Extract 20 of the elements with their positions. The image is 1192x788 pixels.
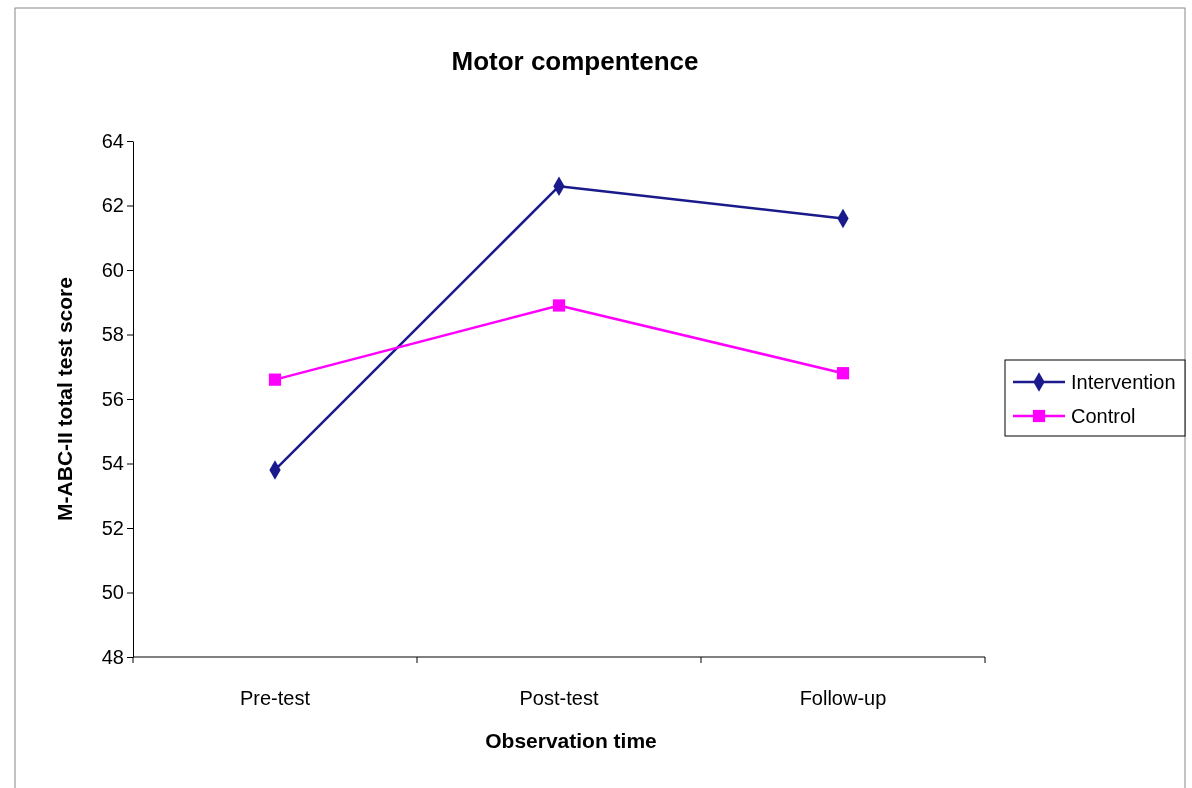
y-axis-title: M-ABC-II total test score bbox=[53, 277, 76, 521]
point bbox=[836, 367, 850, 380]
point bbox=[552, 299, 566, 312]
y-tick-label: 54 bbox=[101, 452, 124, 475]
y-tick-label: 50 bbox=[101, 581, 124, 604]
x-axis-title: Observation time bbox=[485, 729, 657, 752]
x-tick-label: Follow-up bbox=[799, 687, 887, 709]
y-tick-label: 64 bbox=[101, 129, 124, 152]
y-tick-label: 62 bbox=[101, 194, 124, 217]
legend-label: Control bbox=[1071, 405, 1136, 427]
y-tick-label: 60 bbox=[101, 258, 124, 281]
x-tick-label: Pre-test bbox=[239, 687, 311, 709]
y-tick-label: 58 bbox=[101, 323, 124, 346]
x-tick-label: Post-test bbox=[519, 687, 599, 709]
y-tick-label: 52 bbox=[101, 516, 124, 539]
y-tick-label: 56 bbox=[101, 387, 124, 410]
chart-title: Motor compentence bbox=[451, 46, 699, 76]
legend-label: Intervention bbox=[1071, 371, 1176, 393]
point bbox=[268, 373, 282, 386]
y-tick-label: 48 bbox=[101, 645, 124, 668]
